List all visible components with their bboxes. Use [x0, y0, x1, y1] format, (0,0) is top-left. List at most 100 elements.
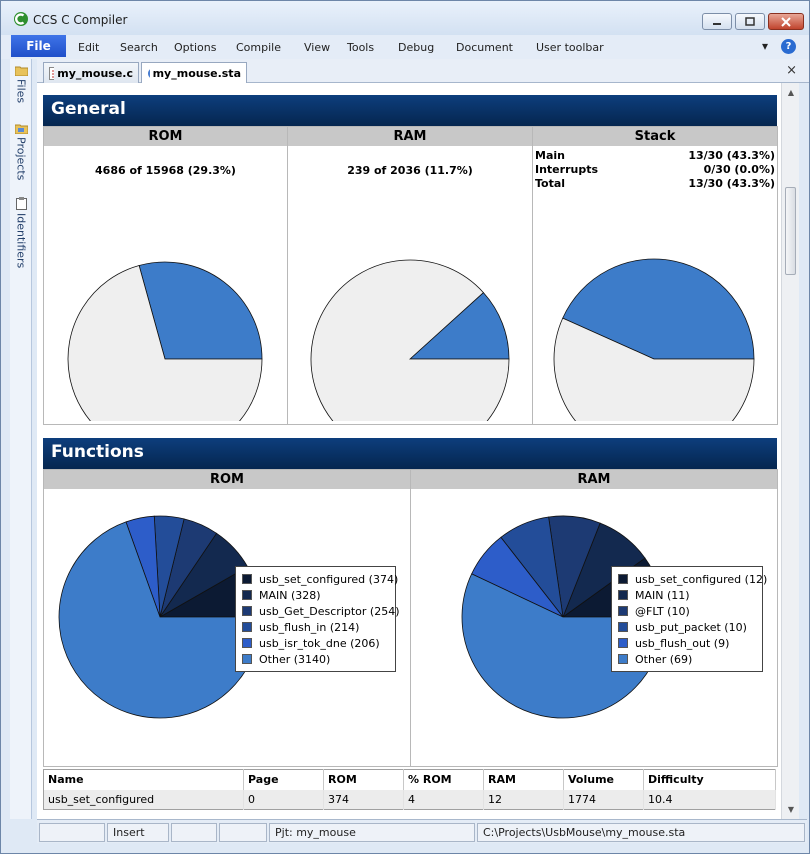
- close-document-icon[interactable]: ×: [786, 63, 797, 78]
- general-ram-panel: RAM 239 of 2036 (11.7%): [287, 126, 533, 425]
- help-icon[interactable]: ?: [781, 39, 796, 54]
- table-header-row: Name Page ROM % ROM RAM Volume Difficult…: [43, 769, 776, 790]
- panel-title: ROM: [44, 127, 287, 146]
- menu-edit[interactable]: Edit: [78, 41, 100, 54]
- column-header-ram[interactable]: RAM: [483, 769, 564, 790]
- ribbon-dropdown-icon[interactable]: ▾: [762, 39, 769, 53]
- tab-label: my_mouse.sta: [152, 67, 241, 80]
- column-header-rom-percent[interactable]: % ROM: [403, 769, 484, 790]
- status-bar: Insert Pjt: my_mouse C:\Projects\UsbMous…: [37, 819, 807, 843]
- pie-slice-free: [67, 265, 263, 421]
- column-header-rom[interactable]: ROM: [323, 769, 404, 790]
- legend-item: Other (69): [618, 651, 756, 667]
- table-cell: 0: [243, 789, 324, 810]
- title-bar: CCS C Compiler: [1, 1, 809, 35]
- status-file-path: C:\Projects\UsbMouse\my_mouse.sta: [477, 823, 805, 842]
- vertical-scrollbar[interactable]: ▲ ▼: [781, 83, 799, 819]
- status-project: Pjt: my_mouse: [269, 823, 475, 842]
- legend-item: usb_isr_tok_dne (206): [242, 635, 389, 651]
- menu-bar: File Edit Search Options Compile View To…: [1, 35, 809, 59]
- column-header-name[interactable]: Name: [43, 769, 244, 790]
- sidebar-tab-files[interactable]: Files: [11, 65, 31, 103]
- legend-swatch: [242, 654, 252, 664]
- stack-row-value: 0/30 (0.0%): [703, 163, 775, 176]
- table-cell: 10.4: [643, 789, 776, 810]
- menu-options[interactable]: Options: [174, 41, 217, 54]
- functions-table: Name Page ROM % ROM RAM Volume Difficult…: [43, 769, 776, 810]
- stack-row-value: 13/30 (43.3%): [688, 149, 775, 162]
- stack-row-label: Main: [535, 149, 565, 162]
- file-menu-button[interactable]: File: [11, 35, 66, 57]
- general-rom-panel: ROM 4686 of 15968 (29.3%): [43, 126, 288, 425]
- ram-usage-pie-chart: [310, 259, 510, 421]
- menu-user-toolbar[interactable]: User toolbar: [536, 41, 604, 54]
- menu-tools[interactable]: Tools: [347, 41, 375, 54]
- legend-label: usb_set_configured (374): [259, 572, 399, 586]
- table-row[interactable]: usb_set_configured 0 374 4 12 1774 10.4: [43, 789, 776, 810]
- maximize-button[interactable]: [735, 13, 765, 30]
- tab-my-mouse-c[interactable]: my_mouse.c: [43, 62, 139, 83]
- menu-debug[interactable]: Debug: [398, 41, 435, 54]
- functions-rom-legend: usb_set_configured (374) MAIN (328) usb_…: [235, 566, 400, 672]
- column-header-page[interactable]: Page: [243, 769, 324, 790]
- scroll-down-icon[interactable]: ▼: [787, 804, 795, 814]
- functions-ram-panel: RAM usb_set_configured (12) MAIN (11) @F…: [410, 469, 778, 767]
- stack-row-interrupts: Interrupts 0/30 (0.0%): [535, 163, 775, 177]
- menu-compile[interactable]: Compile: [236, 41, 281, 54]
- sidebar-tab-label: Projects: [14, 137, 28, 181]
- panel-title: ROM: [44, 470, 410, 489]
- table-cell: 4: [403, 789, 484, 810]
- legend-swatch: [618, 654, 628, 664]
- legend-label: usb_put_packet (10): [635, 620, 747, 634]
- table-cell: 1774: [563, 789, 644, 810]
- column-header-difficulty[interactable]: Difficulty: [643, 769, 776, 790]
- window-bottom-border: [1, 843, 809, 853]
- table-cell: 374: [323, 789, 404, 810]
- rom-usage-text: 4686 of 15968 (29.3%): [95, 164, 236, 177]
- menu-view[interactable]: View: [304, 41, 331, 54]
- legend-swatch: [618, 574, 628, 584]
- legend-swatch: [242, 622, 252, 632]
- legend-label: @FLT (10): [635, 604, 690, 618]
- scroll-up-icon[interactable]: ▲: [787, 87, 795, 97]
- menu-document[interactable]: Document: [456, 41, 513, 54]
- stack-row-label: Interrupts: [535, 163, 599, 176]
- legend-swatch: [242, 574, 252, 584]
- project-icon: [14, 124, 28, 134]
- legend-label: usb_set_configured (12): [635, 572, 768, 586]
- status-cell-empty: [39, 823, 105, 842]
- legend-swatch: [618, 638, 628, 648]
- status-cell-empty: [171, 823, 217, 842]
- legend-item: @FLT (10): [618, 603, 756, 619]
- scroll-thumb[interactable]: [785, 187, 796, 275]
- legend-label: usb_Get_Descriptor (254): [259, 604, 400, 618]
- legend-item: MAIN (11): [618, 587, 756, 603]
- minimize-button[interactable]: [702, 13, 732, 30]
- legend-item: usb_put_packet (10): [618, 619, 756, 635]
- close-button[interactable]: [768, 13, 804, 30]
- column-header-volume[interactable]: Volume: [563, 769, 644, 790]
- ram-usage-text: 239 of 2036 (11.7%): [347, 164, 473, 177]
- pie-slice-used: [138, 261, 263, 360]
- sidebar-tab-projects[interactable]: Projects: [11, 123, 31, 180]
- menu-search[interactable]: Search: [120, 41, 158, 54]
- status-insert-mode: Insert: [107, 823, 169, 842]
- pie-slice-free: [310, 259, 510, 421]
- close-icon: [781, 16, 791, 27]
- tab-my-mouse-sta[interactable]: my_mouse.sta: [141, 62, 247, 84]
- legend-item: usb_set_configured (12): [618, 571, 767, 587]
- tab-label: my_mouse.c: [57, 66, 133, 80]
- sidebar-tab-label: Identifiers: [14, 213, 28, 269]
- functions-rom-pie-chart: [58, 515, 262, 719]
- functions-ram-legend: usb_set_configured (12) MAIN (11) @FLT (…: [611, 566, 767, 672]
- status-cell-empty: [219, 823, 267, 842]
- legend-item: usb_Get_Descriptor (254): [242, 603, 400, 619]
- legend-item: Other (3140): [242, 651, 389, 667]
- legend-swatch: [618, 622, 628, 632]
- pie-slice-used: [562, 258, 755, 360]
- sidebar-tab-identifiers[interactable]: Identifiers: [11, 197, 31, 268]
- panel-title: RAM: [411, 470, 777, 489]
- clipboard-icon: [15, 197, 27, 210]
- stack-row-label: Total: [535, 177, 566, 190]
- general-stack-panel: Stack Main 13/30 (43.3%) Interrupts 0/30…: [532, 126, 778, 425]
